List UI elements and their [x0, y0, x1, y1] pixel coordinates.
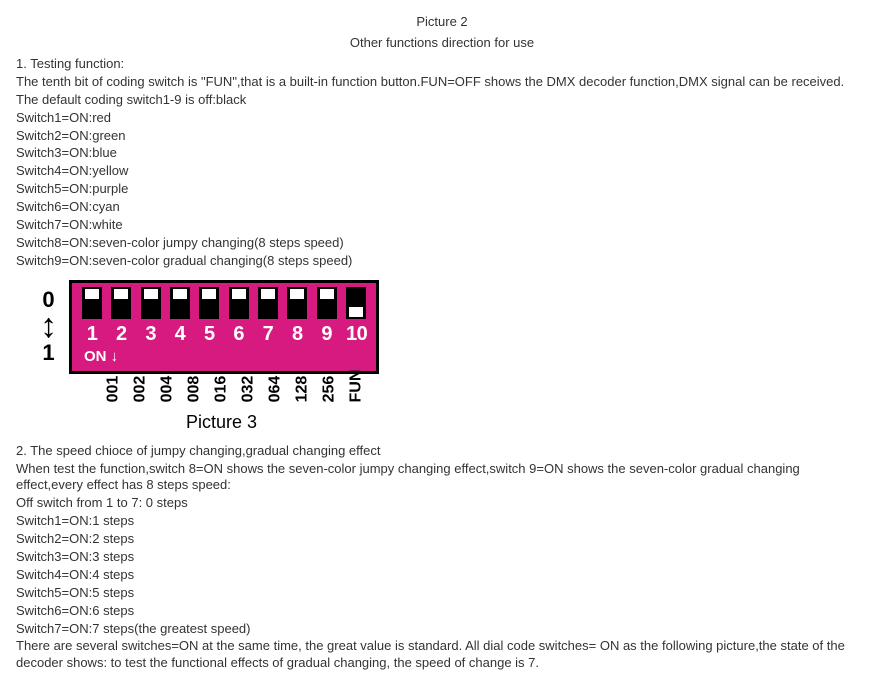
value-row: 001002004008016032064128256FUN: [100, 380, 868, 398]
sec2-p1: When test the function,switch 8=ON shows…: [16, 461, 868, 495]
dip-slot-9: [317, 287, 337, 319]
dip-slot-7: [258, 287, 278, 319]
dip-value-064: 064: [267, 375, 285, 402]
dip-value-001: 001: [105, 375, 123, 402]
dip-knob-7: [261, 289, 275, 299]
dip-box: 123456789 10 ON ↓: [69, 280, 379, 374]
sec2-sw1: Switch2=ON:2 steps: [16, 531, 868, 548]
dip-value-256: 256: [321, 375, 339, 402]
dip-num-2: 2: [111, 323, 131, 346]
dip-knob-5: [202, 289, 216, 299]
dip-knob-8: [290, 289, 304, 299]
sec1-p2: The default coding switch1-9 is off:blac…: [16, 92, 868, 109]
dip-slot-5: [199, 287, 219, 319]
dip-value-002: 002: [132, 375, 150, 402]
sec2-sw5: Switch6=ON:6 steps: [16, 603, 868, 620]
dip-value-004: 004: [159, 375, 177, 402]
dip-value-128: 128: [294, 375, 312, 402]
dip-num-3: 3: [141, 323, 161, 346]
sec1-sw8: Switch9=ON:seven-color gradual changing(…: [16, 253, 868, 270]
dip-num-4: 4: [170, 323, 190, 346]
picture-3-caption: Picture 3: [186, 412, 868, 433]
dip-slot-2: [111, 287, 131, 319]
sec2-sw3: Switch4=ON:4 steps: [16, 567, 868, 584]
sec1-p1: The tenth bit of coding switch is "FUN",…: [16, 74, 868, 91]
sec1-sw6: Switch7=ON:white: [16, 217, 868, 234]
scale-bottom: 1: [42, 340, 54, 366]
sec1-sw3: Switch4=ON:yellow: [16, 163, 868, 180]
picture-2-title: Picture 2: [16, 14, 868, 29]
dip-num-1: 1: [82, 323, 102, 346]
side-scale: 0 ↕ 1: [40, 287, 57, 366]
dip-knob-3: [144, 289, 158, 299]
dip-knob-2: [114, 289, 128, 299]
sec2-sw4: Switch5=ON:5 steps: [16, 585, 868, 602]
sec2-sw0: Switch1=ON:1 steps: [16, 513, 868, 530]
dip-knob-6: [232, 289, 246, 299]
dip-knob-1: [85, 289, 99, 299]
num-row: 123456789 10: [80, 323, 368, 346]
slots-row: [80, 287, 368, 319]
dip-num-10: 10: [346, 323, 366, 346]
dip-slot-1: [82, 287, 102, 319]
sec1-heading: 1. Testing function:: [16, 56, 868, 73]
sec2-p3: There are several switches=ON at the sam…: [16, 638, 868, 672]
dip-value-032: 032: [240, 375, 258, 402]
dip-value-016: 016: [213, 375, 231, 402]
dip-slot-3: [141, 287, 161, 319]
sec2-p2: Off switch from 1 to 7: 0 steps: [16, 495, 868, 512]
sec1-sw1: Switch2=ON:green: [16, 128, 868, 145]
dip-num-6: 6: [229, 323, 249, 346]
on-label: ON ↓: [80, 348, 368, 365]
sec1-sw0: Switch1=ON:red: [16, 110, 868, 127]
sec1-sw2: Switch3=ON:blue: [16, 145, 868, 162]
dip-slot-10: [346, 287, 366, 319]
sec2-sw6: Switch7=ON:7 steps(the greatest speed): [16, 621, 868, 638]
dip-slot-6: [229, 287, 249, 319]
dip-value-FUN: FUN: [348, 375, 366, 402]
arrow-icon: ↕: [40, 313, 57, 340]
dip-num-5: 5: [199, 323, 219, 346]
sec1-sw5: Switch6=ON:cyan: [16, 199, 868, 216]
sec1-sw4: Switch5=ON:purple: [16, 181, 868, 198]
dip-knob-4: [173, 289, 187, 299]
dip-switch-diagram: 0 ↕ 1 12345678910 ON ↓: [40, 280, 868, 374]
dip-knob-10: [349, 307, 363, 317]
subtitle: Other functions direction for use: [16, 35, 868, 50]
dip-knob-9: [320, 289, 334, 299]
sec2-sw2: Switch3=ON:3 steps: [16, 549, 868, 566]
dip-value-008: 008: [186, 375, 204, 402]
sec2-heading: 2. The speed chioce of jumpy changing,gr…: [16, 443, 868, 460]
dip-num-8: 8: [287, 323, 307, 346]
sec1-sw7: Switch8=ON:seven-color jumpy changing(8 …: [16, 235, 868, 252]
dip-num-7: 7: [258, 323, 278, 346]
dip-slot-4: [170, 287, 190, 319]
dip-num-9: 9: [317, 323, 337, 346]
dip-slot-8: [287, 287, 307, 319]
